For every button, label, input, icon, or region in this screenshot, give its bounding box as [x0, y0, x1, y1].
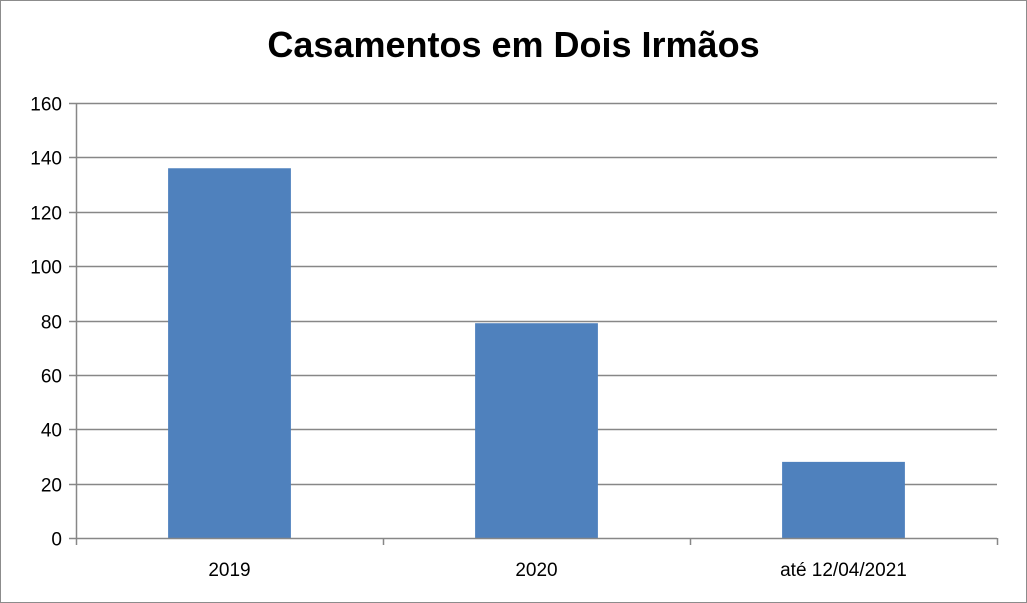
bar-1 — [475, 323, 598, 538]
y-tick-label-80: 80 — [41, 313, 62, 334]
y-tick-label-60: 60 — [41, 367, 62, 388]
chart-title: Casamentos em Dois Irmãos — [267, 24, 760, 65]
y-tick-label-40: 40 — [41, 421, 62, 442]
bars — [168, 168, 905, 538]
y-tick-label-100: 100 — [30, 258, 62, 279]
x-tick-label-2: até 12/04/2021 — [780, 560, 907, 581]
bar-0 — [168, 168, 291, 538]
y-tick-label-140: 140 — [30, 149, 62, 170]
y-tick-label-160: 160 — [30, 95, 62, 116]
x-tick-label-0: 2019 — [208, 560, 250, 581]
y-tick-label-20: 20 — [41, 476, 62, 497]
y-tick-label-120: 120 — [30, 204, 62, 225]
bar-2 — [782, 461, 905, 538]
x-tick-label-1: 2020 — [515, 560, 557, 581]
tick-labels: 0 20 40 60 80 100 120 140 160 2019 2020 até 12/04/2… — [30, 95, 907, 582]
y-tick-label-0: 0 — [51, 530, 62, 551]
axes — [69, 102, 999, 545]
